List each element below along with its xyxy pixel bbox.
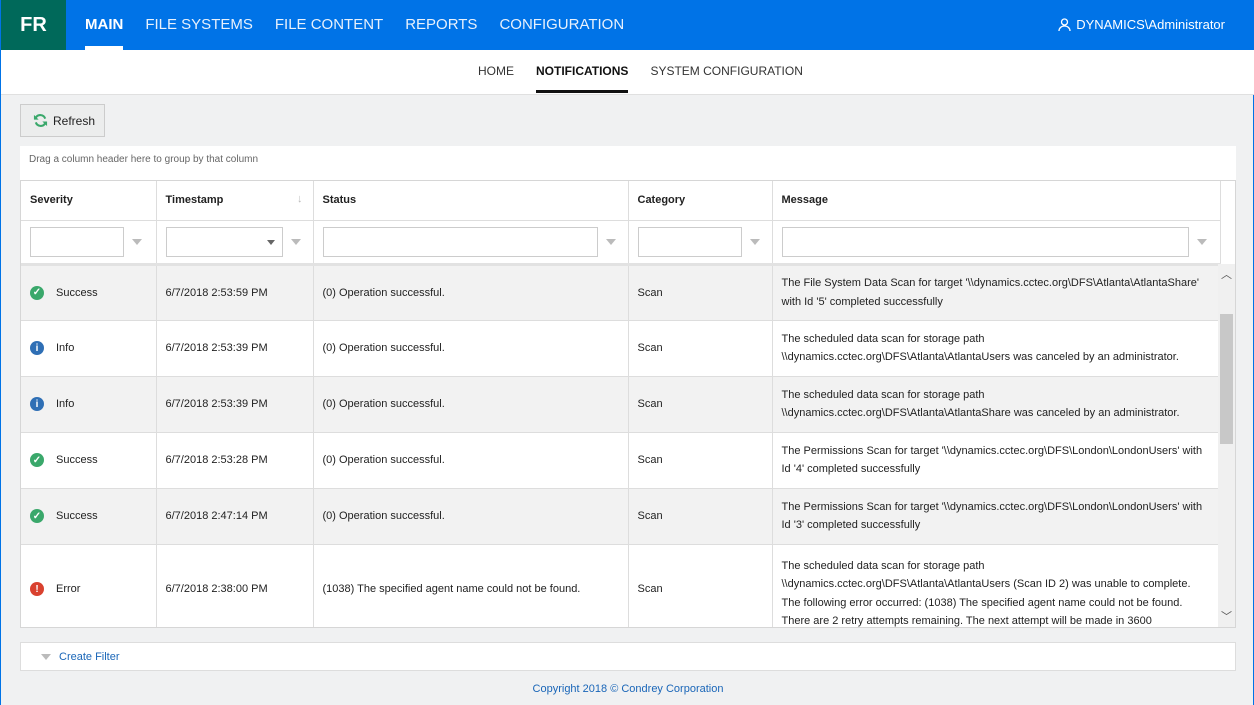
severity-text: Info <box>56 398 75 410</box>
refresh-label: Refresh <box>53 113 96 128</box>
severity-text: Info <box>56 342 75 354</box>
severity-text: Error <box>56 583 81 595</box>
message-cell: The Permissions Scan for target '\\dynam… <box>772 488 1221 545</box>
severity-cell: i Info <box>21 376 157 433</box>
refresh-button[interactable]: Refresh <box>20 104 105 137</box>
category-filter-input[interactable] <box>637 226 742 257</box>
tab-notifications[interactable]: NOTIFICATIONS <box>536 50 629 93</box>
scrollbar-thumb[interactable] <box>1220 314 1233 444</box>
timestamp-cell: 6/7/2018 2:53:39 PM <box>156 376 314 433</box>
category-cell: Scan <box>628 264 773 321</box>
severity-cell: ! Error <box>21 544 157 627</box>
severity-text: Success <box>56 286 98 299</box>
filter-icon[interactable] <box>1196 238 1207 245</box>
timestamp-cell: 6/7/2018 2:53:59 PM <box>156 264 314 321</box>
scroll-down-icon[interactable]: ﹀ <box>1221 611 1232 623</box>
status-cell: (1038) The specified agent name could no… <box>313 544 629 627</box>
nav-file-systems[interactable]: FILE SYSTEMS <box>145 16 253 33</box>
message-cell: The Permissions Scan for target '\\dynam… <box>772 432 1221 489</box>
header-row: Severity Timestamp ↓ Status Category Mess… <box>21 181 1221 221</box>
severity-cell: ✓ Success <box>21 432 157 489</box>
table-row[interactable]: ✓ Success 6/7/2018 2:53:28 PM (0) Operati… <box>21 432 1221 489</box>
status-cell: (0) Operation successful. <box>313 320 629 377</box>
filter-icon[interactable] <box>749 238 760 245</box>
message-cell: The scheduled data scan for storage path… <box>772 320 1221 377</box>
timestamp-cell: 6/7/2018 2:47:14 PM <box>156 488 314 545</box>
vertical-scrollbar[interactable]: ︿ ﹀ <box>1218 264 1235 627</box>
dropdown-arrow-icon <box>266 239 275 245</box>
nav-file-content[interactable]: FILE CONTENT <box>274 16 384 33</box>
status-cell: (0) Operation successful. <box>313 264 629 321</box>
status-cell: (0) Operation successful. <box>313 432 629 489</box>
table-row[interactable]: ✓ Success 6/7/2018 2:47:14 PM (0) Operati… <box>21 488 1221 545</box>
category-cell: Scan <box>628 544 773 627</box>
status-cell: (0) Operation successful. <box>313 376 629 433</box>
table-row[interactable]: i Info 6/7/2018 2:53:39 PM (0) Operation … <box>21 376 1221 433</box>
filter-icon[interactable] <box>290 238 301 245</box>
sub-nav-bar: HOME NOTIFICATIONS SYSTEM CONFIGURATION <box>1 50 1254 95</box>
status-cell: (0) Operation successful. <box>313 488 629 545</box>
timestamp-cell: 6/7/2018 2:53:28 PM <box>156 432 314 489</box>
category-cell: Scan <box>628 432 773 489</box>
scroll-up-icon[interactable]: ︿ <box>1221 269 1232 281</box>
user-icon <box>1058 17 1071 31</box>
column-header-message[interactable]: Message <box>772 181 1221 221</box>
sort-down-icon: ↓ <box>297 193 303 205</box>
create-filter-button[interactable]: Create Filter <box>20 642 1236 671</box>
user-menu[interactable]: DYNAMICS\Administrator <box>1058 17 1225 32</box>
nav-reports[interactable]: REPORTS <box>405 16 478 33</box>
user-name: DYNAMICS\Administrator <box>1076 17 1225 32</box>
info-icon: i <box>30 341 44 355</box>
table-row[interactable]: i Info 6/7/2018 2:53:39 PM (0) Operation … <box>21 320 1221 377</box>
create-filter-label: Create Filter <box>59 650 120 663</box>
message-filter-input[interactable] <box>781 226 1189 257</box>
nav-main[interactable]: MAIN <box>85 0 124 50</box>
refresh-icon <box>33 114 48 127</box>
filter-icon[interactable] <box>605 238 616 245</box>
status-filter-input[interactable] <box>322 226 598 257</box>
notifications-grid: Severity Timestamp ↓ Status Category Mess… <box>20 180 1236 628</box>
severity-text: Success <box>56 454 98 466</box>
column-header-timestamp[interactable]: Timestamp ↓ <box>156 181 314 221</box>
check-circle-icon: ✓ <box>30 285 44 300</box>
copyright[interactable]: Copyright 2018 © Condrey Corporation <box>532 683 724 695</box>
top-bar: FR MAIN FILE SYSTEMS FILE CONTENT REPORT… <box>1 0 1254 50</box>
severity-cell: ✓ Success <box>21 488 157 545</box>
message-cell: The scheduled data scan for storage path… <box>772 544 1221 627</box>
column-header-severity[interactable]: Severity <box>21 181 157 221</box>
main-nav: MAIN FILE SYSTEMS FILE CONTENT REPORTS C… <box>85 0 624 50</box>
timestamp-label: Timestamp <box>165 194 224 207</box>
tab-system-configuration[interactable]: SYSTEM CONFIGURATION <box>650 64 803 78</box>
table-row[interactable]: ! Error 6/7/2018 2:38:00 PM (1038) The sp… <box>21 544 1221 627</box>
error-icon: ! <box>30 582 44 596</box>
filter-icon <box>41 653 51 660</box>
severity-filter-input[interactable] <box>30 226 124 257</box>
severity-cell: i Info <box>21 320 157 377</box>
info-icon: i <box>30 397 44 411</box>
nav-configuration[interactable]: CONFIGURATION <box>499 16 625 33</box>
message-cell: The File System Data Scan for target '\\… <box>772 264 1221 321</box>
timestamp-cell: 6/7/2018 2:38:00 PM <box>156 544 314 627</box>
filter-row <box>21 220 1221 266</box>
timestamp-filter-select[interactable] <box>165 226 283 257</box>
filter-icon[interactable] <box>132 238 142 245</box>
tab-home[interactable]: HOME <box>478 64 514 78</box>
category-cell: Scan <box>628 376 773 433</box>
column-header-category[interactable]: Category <box>628 181 773 221</box>
category-cell: Scan <box>628 488 773 545</box>
column-header-status[interactable]: Status <box>313 181 629 221</box>
app-logo[interactable]: FR <box>1 0 66 50</box>
check-circle-icon: ✓ <box>30 509 44 523</box>
category-cell: Scan <box>628 320 773 377</box>
group-panel[interactable]: Drag a column header here to group by th… <box>20 146 1236 180</box>
severity-text: Success <box>56 510 98 522</box>
table-row[interactable]: ✓ Success 6/7/2018 2:53:59 PM (0) Operati… <box>21 264 1221 321</box>
check-circle-icon: ✓ <box>30 453 44 467</box>
severity-cell: ✓ Success <box>21 264 157 321</box>
timestamp-cell: 6/7/2018 2:53:39 PM <box>156 320 314 377</box>
message-cell: The scheduled data scan for storage path… <box>772 376 1221 433</box>
